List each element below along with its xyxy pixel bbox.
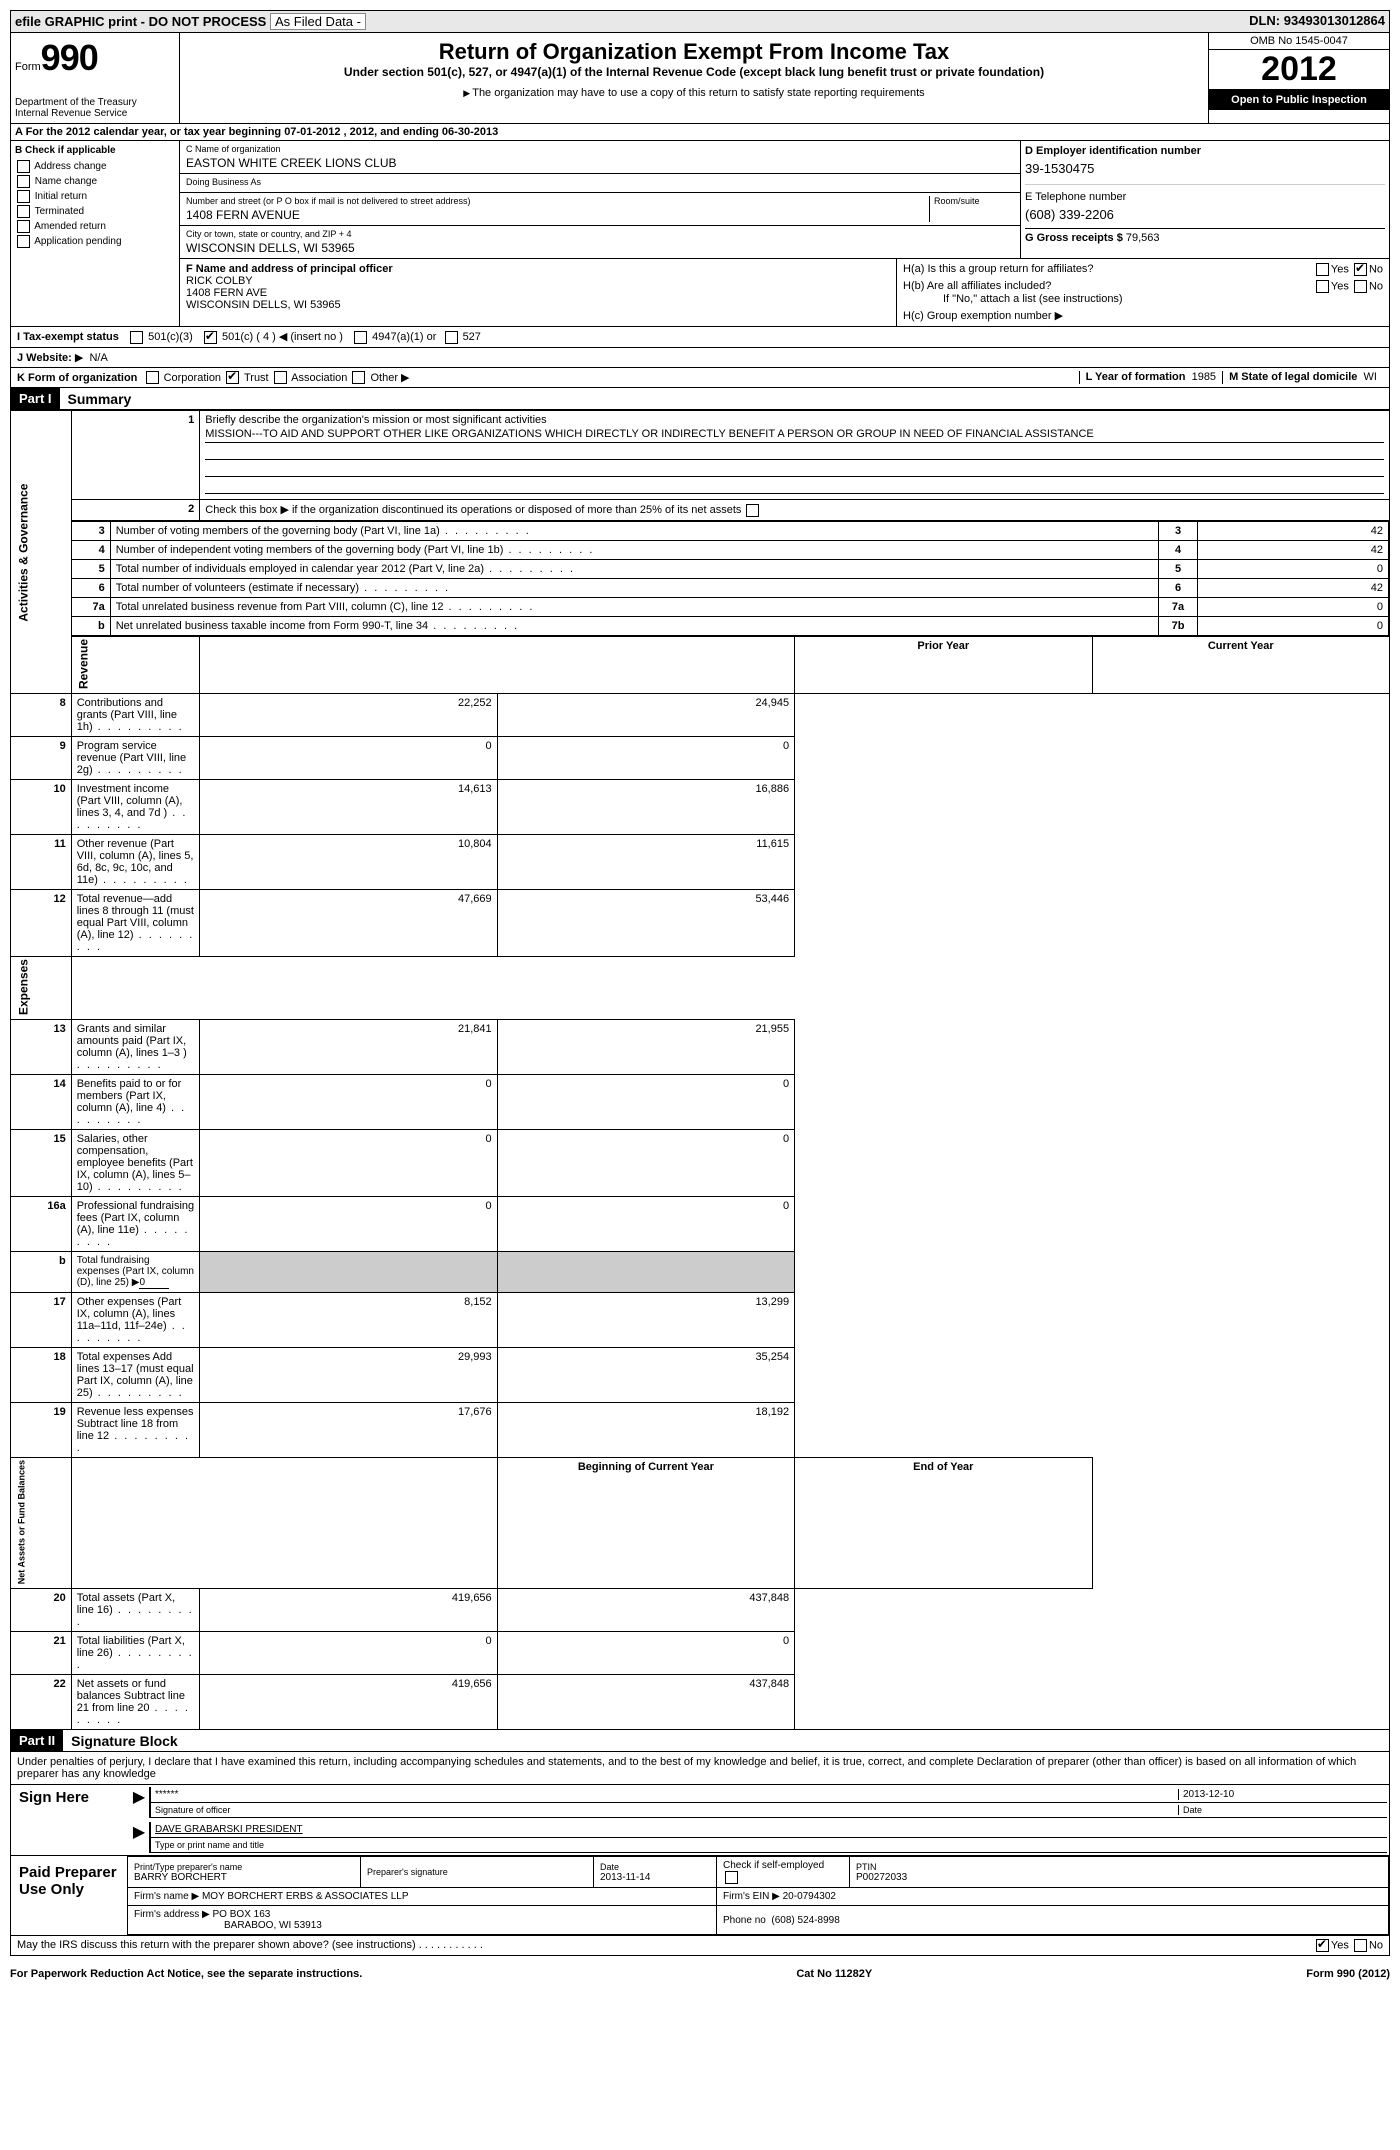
- table-row: 11 Other revenue (Part VIII, column (A),…: [11, 834, 1390, 889]
- current-year-header: Current Year: [1092, 636, 1389, 693]
- table-row: 15 Salaries, other compensation, employe…: [11, 1129, 1390, 1196]
- part-ii-badge: Part II: [11, 1730, 63, 1751]
- efile-label: efile GRAPHIC print - DO NOT PROCESS: [15, 14, 266, 29]
- part-i-title: Summary: [60, 391, 132, 407]
- gov-row: 5 Total number of individuals employed i…: [72, 559, 1389, 578]
- section-e-phone: E Telephone number (608) 339-2206: [1025, 191, 1385, 222]
- prior-year-header: Prior Year: [795, 636, 1092, 693]
- section-g-receipts: G Gross receipts $ 79,563: [1025, 228, 1385, 244]
- gov-row: 7a Total unrelated business revenue from…: [72, 597, 1389, 616]
- irs-label: Internal Revenue Service: [15, 108, 175, 119]
- end-year-header: End of Year: [795, 1457, 1092, 1588]
- city-cell: City or town, state or country, and ZIP …: [180, 226, 1020, 258]
- line1-label: Briefly describe the organization's miss…: [205, 414, 546, 426]
- discuss-preparer-row: May the IRS discuss this return with the…: [10, 1936, 1390, 1956]
- part-ii-title: Signature Block: [63, 1733, 178, 1749]
- form-number: Form990: [15, 37, 175, 79]
- part-i-header-row: Part I Summary: [10, 388, 1390, 410]
- gov-row: 6 Total number of volunteers (estimate i…: [72, 578, 1389, 597]
- paid-preparer-block: Paid Preparer Use Only Print/Type prepar…: [10, 1856, 1390, 1936]
- row-k-form-org: K Form of organization Corporation Trust…: [10, 368, 1390, 389]
- mission-text: MISSION---TO AID AND SUPPORT OTHER LIKE …: [205, 428, 1384, 443]
- expenses-label: Expenses: [11, 956, 72, 1019]
- org-name-cell: C Name of organization EASTON WHITE CREE…: [180, 141, 1020, 174]
- gov-row: 3 Number of voting members of the govern…: [72, 521, 1389, 540]
- dln-value: 93493013012864: [1284, 13, 1385, 28]
- sign-here-label: Sign Here: [11, 1785, 127, 1855]
- table-row: b Total fundraising expenses (Part IX, c…: [11, 1251, 1390, 1292]
- gov-row: b Net unrelated business taxable income …: [72, 616, 1389, 635]
- dept-treasury: Department of the Treasury: [15, 97, 175, 108]
- table-row: 19 Revenue less expenses Subtract line 1…: [11, 1402, 1390, 1457]
- table-row: 12 Total revenue—add lines 8 through 11 …: [11, 889, 1390, 956]
- omb-number: OMB No 1545-0047: [1209, 33, 1389, 50]
- form-header: Form990 Department of the Treasury Inter…: [10, 33, 1390, 124]
- section-h: H(a) Is this a group return for affiliat…: [896, 259, 1389, 326]
- part-ii-header-row: Part II Signature Block: [10, 1730, 1390, 1752]
- form-subtitle: Under section 501(c), 527, or 4947(a)(1)…: [186, 65, 1202, 79]
- table-row: 17 Other expenses (Part IX, column (A), …: [11, 1292, 1390, 1347]
- table-row: 14 Benefits paid to or for members (Part…: [11, 1074, 1390, 1129]
- section-d-ein: D Employer identification number 39-1530…: [1025, 145, 1385, 185]
- activities-governance-label: Activities & Governance: [11, 411, 72, 694]
- section-f-officer: F Name and address of principal officer …: [180, 259, 896, 326]
- table-row: 18 Total expenses Add lines 13–17 (must …: [11, 1347, 1390, 1402]
- form-title: Return of Organization Exempt From Incom…: [186, 39, 1202, 65]
- line2-text: Check this box ▶ if the organization dis…: [200, 500, 1390, 521]
- table-row: 21 Total liabilities (Part X, line 26) 0…: [11, 1632, 1390, 1675]
- state-note: The organization may have to use a copy …: [186, 87, 1202, 99]
- sections-b-through-g: B Check if applicable Address change Nam…: [10, 141, 1390, 327]
- revenue-label: Revenue: [71, 636, 200, 693]
- open-to-public: Open to Public Inspection: [1209, 90, 1389, 110]
- table-row: 20 Total assets (Part X, line 16) 419,65…: [11, 1589, 1390, 1632]
- dba-cell: Doing Business As: [180, 174, 1020, 193]
- asfiled-label: As Filed Data -: [270, 13, 366, 30]
- table-row: 10 Investment income (Part VIII, column …: [11, 779, 1390, 834]
- table-row: 13 Grants and similar amounts paid (Part…: [11, 1019, 1390, 1074]
- table-row: 9 Program service revenue (Part VIII, li…: [11, 736, 1390, 779]
- row-j-website: J Website: ▶ N/A: [10, 348, 1390, 368]
- row-i-tax-exempt: I Tax-exempt status 501(c)(3) 501(c) ( 4…: [10, 327, 1390, 348]
- row-a-taxyear: A For the 2012 calendar year, or tax yea…: [10, 124, 1390, 141]
- table-row: 8 Contributions and grants (Part VIII, l…: [11, 693, 1390, 736]
- section-b-checkboxes: B Check if applicable Address change Nam…: [11, 141, 180, 326]
- page-footer: For Paperwork Reduction Act Notice, see …: [10, 1968, 1390, 1980]
- signature-block: Under penalties of perjury, I declare th…: [10, 1752, 1390, 1856]
- street-cell: Number and street (or P O box if mail is…: [180, 193, 1020, 226]
- table-row: 22 Net assets or fund balances Subtract …: [11, 1675, 1390, 1730]
- part-i-badge: Part I: [11, 388, 60, 409]
- gov-row: 4 Number of independent voting members o…: [72, 540, 1389, 559]
- efile-top-bar: efile GRAPHIC print - DO NOT PROCESS As …: [10, 10, 1390, 33]
- tax-year: 2012: [1209, 50, 1389, 90]
- table-row: 16a Professional fundraising fees (Part …: [11, 1196, 1390, 1251]
- dln-label: DLN:: [1249, 13, 1280, 28]
- perjury-statement: Under penalties of perjury, I declare th…: [11, 1752, 1389, 1785]
- begin-year-header: Beginning of Current Year: [497, 1457, 794, 1588]
- part-i-table: Activities & Governance 1 Briefly descri…: [10, 410, 1390, 1730]
- netassets-label: Net Assets or Fund Balances: [11, 1457, 72, 1588]
